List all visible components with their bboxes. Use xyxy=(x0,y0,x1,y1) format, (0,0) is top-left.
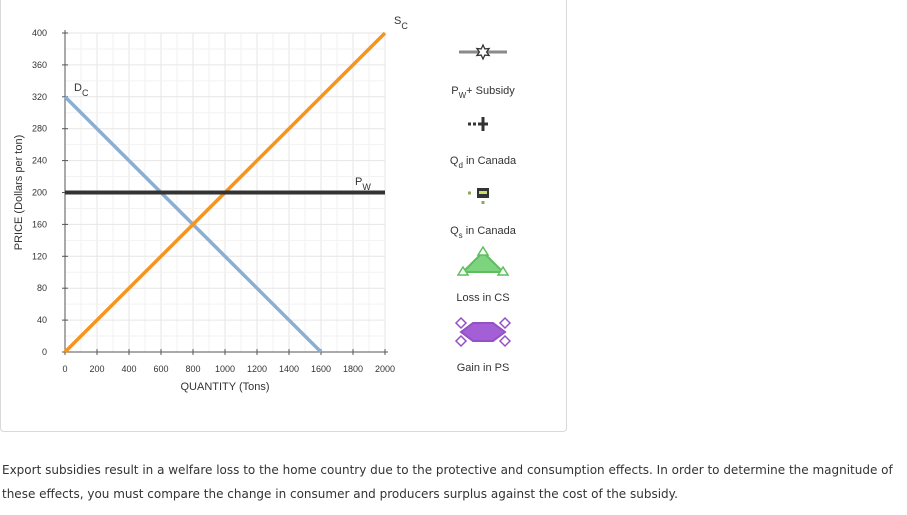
x-tick-label: 0 xyxy=(62,364,67,374)
dash xyxy=(481,201,485,204)
graph-panel: 0 200 400 600 800 1000 1200 1400 1600 1800 2000 0 40… xyxy=(0,0,567,432)
y-tick-label: 0 xyxy=(42,347,47,357)
diamond-area-icon xyxy=(454,316,512,348)
y-tick-label: 80 xyxy=(37,283,47,293)
diamond-fill xyxy=(459,322,507,342)
x-tick-label: 200 xyxy=(89,364,104,374)
triangle-handle xyxy=(456,265,470,276)
plus-v xyxy=(481,117,485,131)
x-tick-label: 800 xyxy=(185,364,200,374)
legend-label: Loss in CS xyxy=(456,292,509,304)
x-axis-title: QUANTITY (Tons) xyxy=(180,381,269,393)
triangle-handle xyxy=(496,265,510,276)
supply-label: SC xyxy=(394,15,408,31)
legend-label: Qs in Canada xyxy=(450,225,517,240)
x-tick-label: 1400 xyxy=(279,364,299,374)
y-tick-label: 120 xyxy=(32,251,47,261)
diamond-handle xyxy=(498,316,512,330)
x-tick-label: 1600 xyxy=(311,364,331,374)
star-marker xyxy=(475,43,491,61)
star-line-icon xyxy=(459,43,507,61)
triangle-fill xyxy=(460,250,506,273)
supply-demand-chart[interactable]: 0 200 400 600 800 1000 1200 1400 1600 1800 2000 0 40… xyxy=(1,0,568,432)
x-tick-label: 1000 xyxy=(215,364,235,374)
legend-label: Gain in PS xyxy=(457,362,510,374)
diamond-handle xyxy=(454,334,468,348)
x-tick-label: 2000 xyxy=(375,364,395,374)
y-tick-label: 320 xyxy=(32,92,47,102)
y-tick-label: 280 xyxy=(32,124,47,134)
x-tick-label: 1200 xyxy=(247,364,267,374)
x-tick-label: 600 xyxy=(153,364,168,374)
diamond-handle xyxy=(454,316,468,330)
y-tick-label: 160 xyxy=(32,219,47,229)
dash xyxy=(468,191,471,195)
x-tick-label: 1800 xyxy=(343,364,363,374)
plus-marker-icon xyxy=(468,117,488,131)
axes xyxy=(62,30,388,355)
labels: 0 200 400 600 800 1000 1200 1400 1600 1800 2000 0 40… xyxy=(13,15,408,393)
legend-label: PW+ Subsidy xyxy=(451,85,515,100)
demand-label: DC xyxy=(74,82,89,98)
y-axis-title: PRICE (Dollars per ton) xyxy=(13,135,25,251)
instruction-text: Export subsidies result in a welfare los… xyxy=(2,463,893,501)
x-tick-label: 400 xyxy=(121,364,136,374)
dash xyxy=(473,122,476,126)
y-tick-label: 200 xyxy=(32,188,47,198)
y-tick-label: 400 xyxy=(32,28,47,38)
triangle-handle xyxy=(476,245,490,256)
y-tick-label: 360 xyxy=(32,60,47,70)
curves xyxy=(63,31,387,354)
legend-label: Qd in Canada xyxy=(450,155,517,170)
legend: PW+ Subsidy Qd in Canada Qs in Canada Loss … xyxy=(450,43,517,374)
triangle-area-icon xyxy=(456,245,510,276)
world-price-label: PW xyxy=(355,176,371,192)
dash xyxy=(468,122,471,126)
square-inner xyxy=(479,191,487,194)
y-tick-label: 40 xyxy=(37,315,47,325)
square-marker-icon xyxy=(468,188,489,204)
y-tick-label: 240 xyxy=(32,156,47,166)
diamond-handle xyxy=(498,334,512,348)
